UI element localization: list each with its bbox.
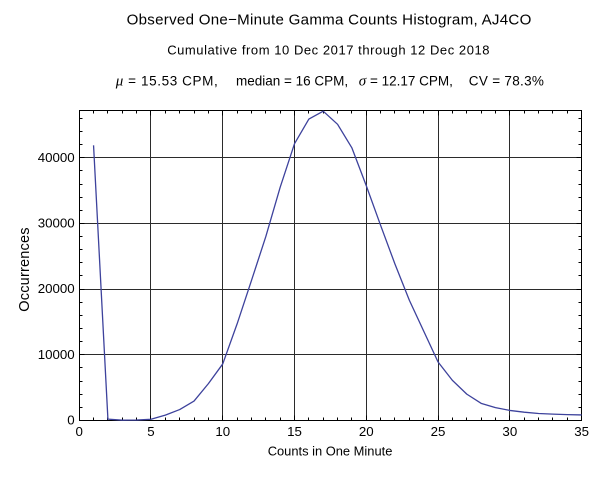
svg-text:Cumulative from 10 Dec 2017 th: Cumulative from 10 Dec 2017 through 12 D… bbox=[167, 43, 490, 58]
svg-text:median = 16 CPM,: median = 16 CPM, bbox=[236, 73, 348, 88]
svg-text:40000: 40000 bbox=[38, 150, 75, 165]
svg-text:CV = 78.3%: CV = 78.3% bbox=[469, 73, 544, 88]
svg-text:0: 0 bbox=[75, 424, 82, 439]
svg-text:10000: 10000 bbox=[38, 347, 75, 362]
svg-text:0: 0 bbox=[67, 413, 74, 428]
svg-text:σ = 12.17 CPM,: σ = 12.17 CPM, bbox=[359, 73, 453, 89]
svg-text:Observed One−Minute Gamma Coun: Observed One−Minute Gamma Counts Histogr… bbox=[127, 12, 532, 29]
svg-text:30000: 30000 bbox=[38, 216, 75, 231]
svg-text:35: 35 bbox=[574, 424, 589, 439]
svg-text:Counts in One Minute: Counts in One Minute bbox=[268, 443, 393, 458]
svg-text:20000: 20000 bbox=[38, 281, 75, 296]
svg-text:15: 15 bbox=[287, 424, 302, 439]
svg-text:20: 20 bbox=[359, 424, 374, 439]
svg-text:μ = 15.53 CPM,: μ = 15.53 CPM, bbox=[115, 73, 219, 89]
svg-text:30: 30 bbox=[502, 424, 517, 439]
svg-text:25: 25 bbox=[431, 424, 446, 439]
svg-text:10: 10 bbox=[215, 424, 230, 439]
svg-text:5: 5 bbox=[147, 424, 154, 439]
svg-text:Occurrences: Occurrences bbox=[17, 227, 33, 311]
